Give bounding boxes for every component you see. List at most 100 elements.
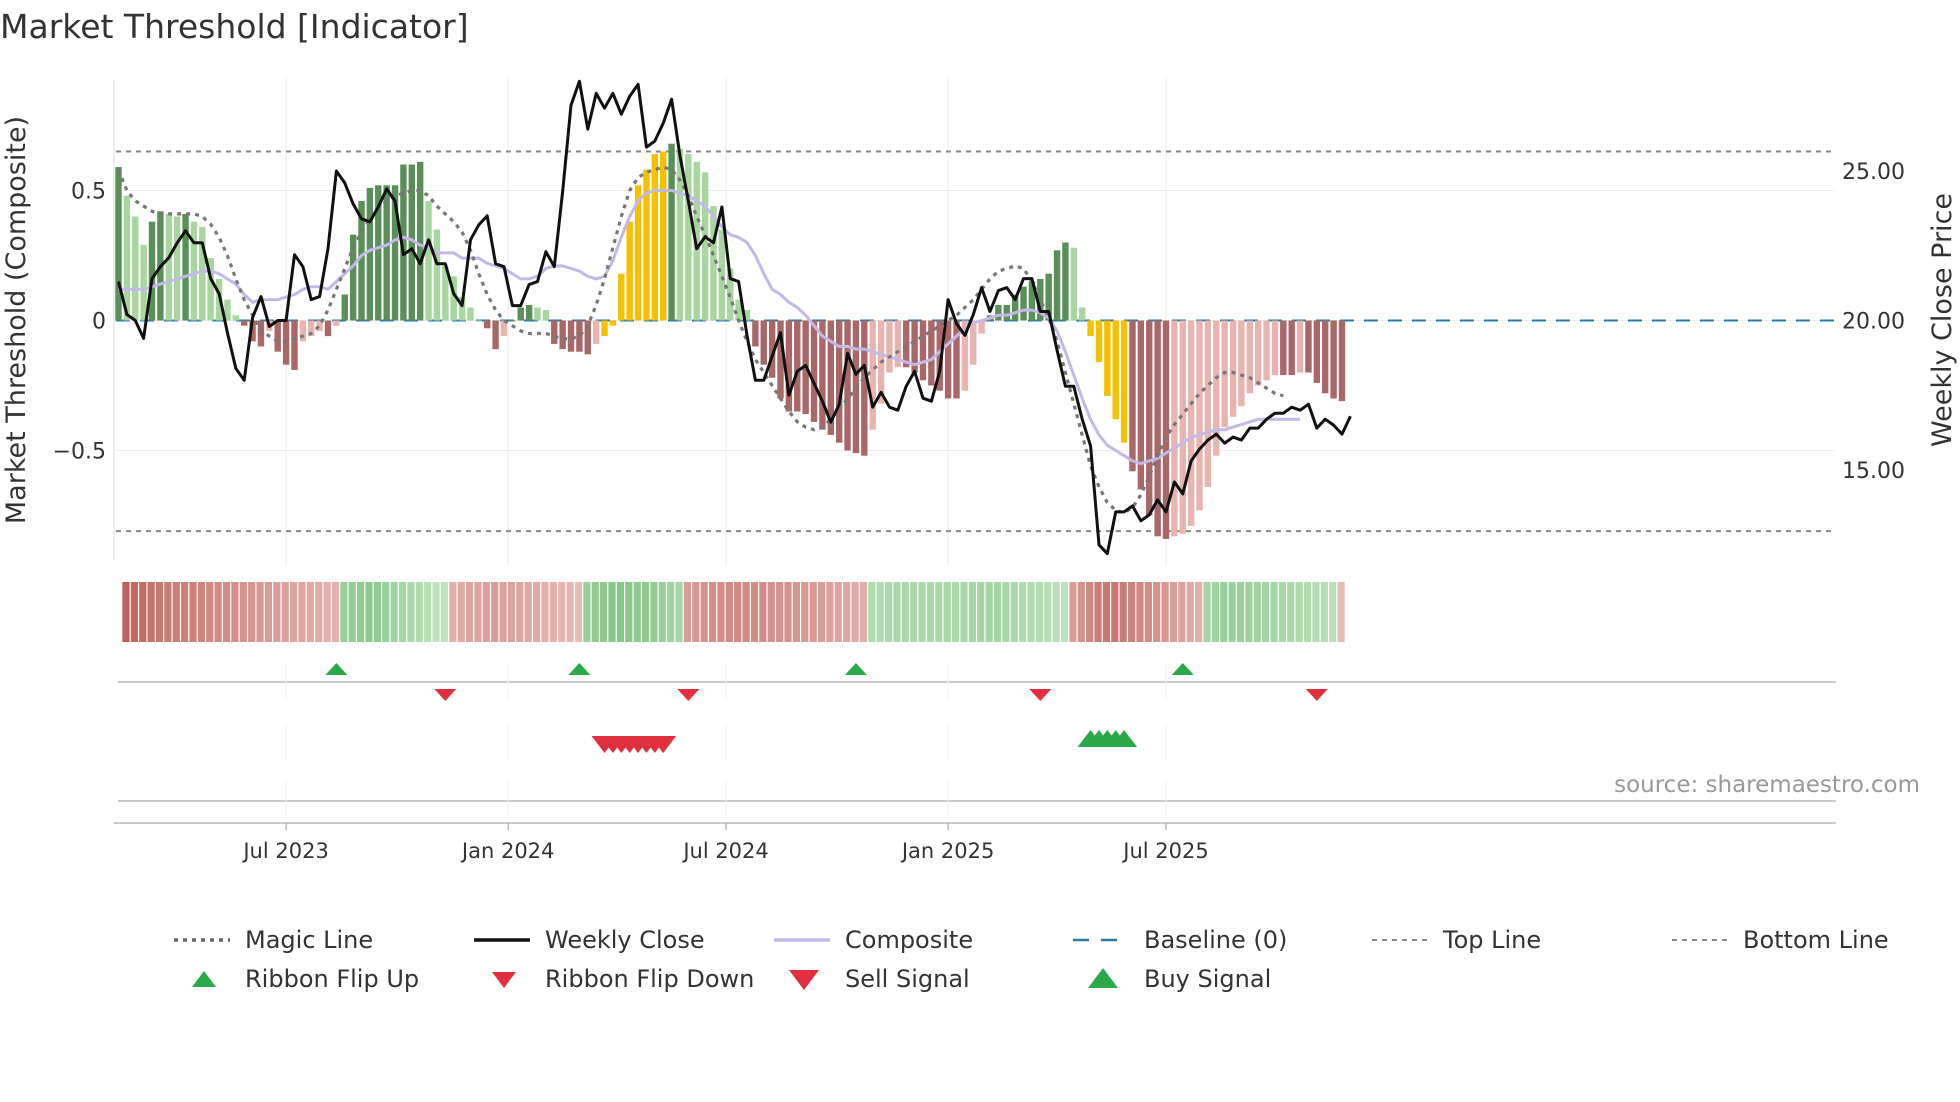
ribbon-cell — [843, 582, 851, 642]
composite-bar — [316, 320, 323, 331]
ribbon-cell — [1119, 582, 1127, 642]
ribbon-strip — [122, 582, 1345, 642]
ribbon-cell — [809, 582, 817, 642]
composite-bar — [1053, 250, 1061, 321]
ribbon-cell — [859, 582, 868, 642]
ribbon-cell — [1253, 582, 1261, 642]
ribbon-cell — [977, 582, 985, 642]
composite-bar — [1238, 320, 1245, 407]
ribbon-cell — [952, 582, 960, 642]
ribbon-cell — [482, 582, 490, 642]
ribbon-cell — [1153, 582, 1161, 642]
ribbon-cell — [1178, 582, 1186, 642]
legend-label: Buy Signal — [1144, 965, 1271, 993]
sell-signal-marker — [650, 736, 677, 753]
ribbon-cell — [658, 582, 666, 642]
composite-bar — [1095, 320, 1103, 363]
ribbon-cell — [625, 582, 633, 642]
composite-bar — [249, 320, 256, 342]
ribbon-cell — [533, 582, 541, 642]
ribbon-cell — [1027, 582, 1035, 642]
composite-bar — [349, 234, 357, 321]
composite-bar — [1037, 278, 1044, 321]
composite-bar — [903, 320, 910, 368]
ribbon-cell — [968, 582, 976, 642]
ribbon-cell — [776, 582, 784, 642]
composite-bar — [291, 320, 298, 370]
composite-bar — [819, 320, 826, 430]
x-tick-label: Jul 2023 — [241, 839, 328, 863]
ribbon-cell — [231, 582, 239, 642]
composite-bar — [634, 185, 642, 321]
composite-bar — [400, 164, 407, 321]
ribbon-flip-up-marker — [325, 663, 348, 675]
legend-swatch-flip-down — [492, 972, 516, 988]
composite-bar — [844, 320, 851, 451]
ribbon-cell — [868, 582, 876, 642]
ribbon-cell — [507, 582, 516, 642]
composite-bar — [257, 320, 265, 347]
composite-bar — [509, 320, 516, 322]
ribbon-cell — [1278, 582, 1287, 642]
ribbon-cell — [700, 582, 708, 642]
composite-bar — [274, 320, 281, 352]
ribbon-cell — [834, 582, 842, 642]
composite-bar — [701, 172, 709, 321]
ribbon-flip-up-marker — [1171, 663, 1194, 675]
composite-bar — [542, 310, 550, 321]
composite-bar — [1079, 307, 1086, 321]
ribbon-flip-down-marker — [677, 689, 700, 701]
composite-bar — [1296, 320, 1304, 373]
ribbon-cell — [474, 582, 482, 642]
composite-bar — [534, 307, 541, 321]
ribbon-cell — [432, 582, 440, 642]
legend-item: Magic Line — [174, 926, 373, 954]
composite-bar — [794, 320, 801, 412]
composite-bar — [1162, 320, 1170, 539]
legend-label: Sell Signal — [845, 965, 970, 993]
composite-bar — [1087, 320, 1094, 337]
composite-bar — [1154, 320, 1161, 537]
composite-bar — [132, 216, 139, 321]
composite-bar — [660, 151, 667, 321]
ribbon-cell — [214, 582, 222, 642]
y-tick-right: 15.00 — [1842, 459, 1905, 484]
source-credit: source: sharemaestro.com — [1614, 772, 1920, 798]
composite-bar — [1146, 320, 1153, 516]
composite-bar — [484, 320, 491, 329]
composite-bar — [894, 320, 902, 368]
composite-bar — [961, 320, 969, 391]
composite-bar — [676, 148, 684, 321]
composite-bars — [115, 143, 1346, 539]
composite-bar — [425, 200, 432, 321]
composite-bar — [609, 320, 617, 326]
composite-bar — [1288, 320, 1295, 376]
composite-bar — [643, 169, 650, 321]
composite-bar — [224, 299, 231, 321]
ribbon-cell — [792, 582, 800, 642]
ribbon-cell — [784, 582, 792, 642]
ribbon-cell — [633, 582, 641, 642]
composite-bar — [685, 154, 692, 321]
ribbon-cell — [1035, 582, 1043, 642]
ribbon-cell — [1010, 582, 1018, 642]
composite-bar — [1322, 320, 1329, 394]
legend-item: Ribbon Flip Down — [492, 965, 754, 993]
ribbon-cell — [935, 582, 943, 642]
ribbon-cell — [1320, 582, 1328, 642]
ribbon-cell — [725, 582, 733, 642]
composite-bar — [1213, 320, 1220, 456]
composite-bar — [140, 245, 147, 321]
legend-label: Ribbon Flip Up — [245, 965, 419, 993]
composite-bar — [785, 320, 793, 412]
legend-item: Ribbon Flip Up — [192, 965, 419, 993]
legend-label: Ribbon Flip Down — [545, 965, 754, 993]
composite-bar — [777, 320, 784, 399]
ribbon-cell — [851, 582, 859, 642]
ribbon-cell — [315, 582, 323, 642]
y-tick-left: 0 — [92, 310, 106, 335]
magic-line — [117, 165, 1284, 515]
ribbon-cell — [457, 582, 465, 642]
composite-bar — [743, 310, 751, 321]
